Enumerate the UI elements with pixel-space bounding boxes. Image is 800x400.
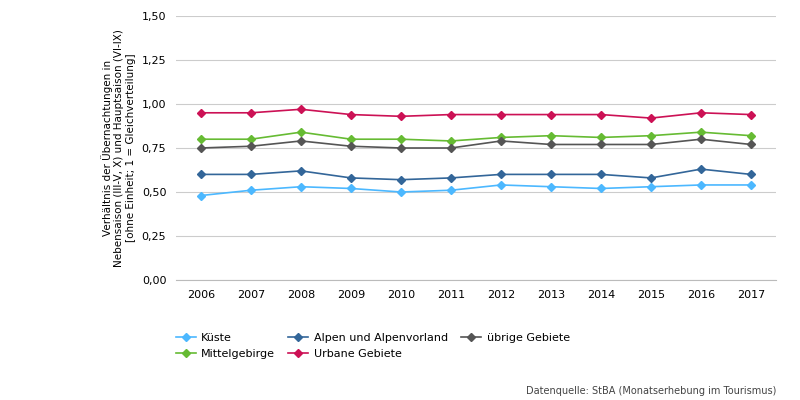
Line: Mittelgebirge: Mittelgebirge [198, 129, 754, 144]
übrige Gebiete [746, 142, 756, 147]
Urbane Gebiete [646, 116, 656, 120]
Alpen und Alpenvorland [646, 176, 656, 180]
Küste [746, 182, 756, 187]
Mittelgebirge [296, 130, 306, 134]
Urbane Gebiete [446, 112, 456, 117]
Urbane Gebiete [196, 110, 206, 115]
Line: übrige Gebiete: übrige Gebiete [198, 136, 754, 151]
Küste [546, 184, 556, 189]
Urbane Gebiete [596, 112, 606, 117]
übrige Gebiete [696, 137, 706, 142]
Mittelgebirge [196, 137, 206, 142]
Mittelgebirge [396, 137, 406, 142]
Küste [596, 186, 606, 191]
Alpen und Alpenvorland [296, 168, 306, 173]
Alpen und Alpenvorland [196, 172, 206, 177]
Alpen und Alpenvorland [346, 176, 356, 180]
Alpen und Alpenvorland [496, 172, 506, 177]
Alpen und Alpenvorland [546, 172, 556, 177]
Küste [296, 184, 306, 189]
Mittelgebirge [646, 133, 656, 138]
Urbane Gebiete [396, 114, 406, 119]
Alpen und Alpenvorland [596, 172, 606, 177]
Küste [446, 188, 456, 193]
Urbane Gebiete [546, 112, 556, 117]
Mittelgebirge [346, 137, 356, 142]
Küste [246, 188, 256, 193]
Küste [696, 182, 706, 187]
Mittelgebirge [746, 133, 756, 138]
Urbane Gebiete [246, 110, 256, 115]
Alpen und Alpenvorland [396, 177, 406, 182]
übrige Gebiete [446, 146, 456, 150]
übrige Gebiete [646, 142, 656, 147]
Küste [346, 186, 356, 191]
Y-axis label: Verhältnis der Übernachtungen in
Nebensaison (III-V, X) und Hauptsaison (VI-IX)
: Verhältnis der Übernachtungen in Nebensa… [101, 29, 136, 267]
übrige Gebiete [596, 142, 606, 147]
Mittelgebirge [546, 133, 556, 138]
Küste [496, 182, 506, 187]
Alpen und Alpenvorland [696, 167, 706, 172]
Urbane Gebiete [696, 110, 706, 115]
Alpen und Alpenvorland [446, 176, 456, 180]
übrige Gebiete [546, 142, 556, 147]
Mittelgebirge [446, 138, 456, 143]
übrige Gebiete [196, 146, 206, 150]
Urbane Gebiete [346, 112, 356, 117]
Alpen und Alpenvorland [246, 172, 256, 177]
übrige Gebiete [496, 138, 506, 143]
Mittelgebirge [496, 135, 506, 140]
übrige Gebiete [296, 138, 306, 143]
Urbane Gebiete [296, 107, 306, 112]
Line: Küste: Küste [198, 182, 754, 198]
Küste [396, 190, 406, 194]
Line: Urbane Gebiete: Urbane Gebiete [198, 106, 754, 121]
Küste [646, 184, 656, 189]
Mittelgebirge [596, 135, 606, 140]
Mittelgebirge [246, 137, 256, 142]
Line: Alpen und Alpenvorland: Alpen und Alpenvorland [198, 166, 754, 182]
Küste [196, 193, 206, 198]
Urbane Gebiete [746, 112, 756, 117]
übrige Gebiete [246, 144, 256, 149]
Legend: Küste, Mittelgebirge, Alpen und Alpenvorland, Urbane Gebiete, übrige Gebiete: Küste, Mittelgebirge, Alpen und Alpenvor… [175, 333, 570, 359]
Urbane Gebiete [496, 112, 506, 117]
Alpen und Alpenvorland [746, 172, 756, 177]
übrige Gebiete [346, 144, 356, 149]
Text: Datenquelle: StBA (Monatserhebung im Tourismus): Datenquelle: StBA (Monatserhebung im Tou… [526, 386, 776, 396]
übrige Gebiete [396, 146, 406, 150]
Mittelgebirge [696, 130, 706, 134]
